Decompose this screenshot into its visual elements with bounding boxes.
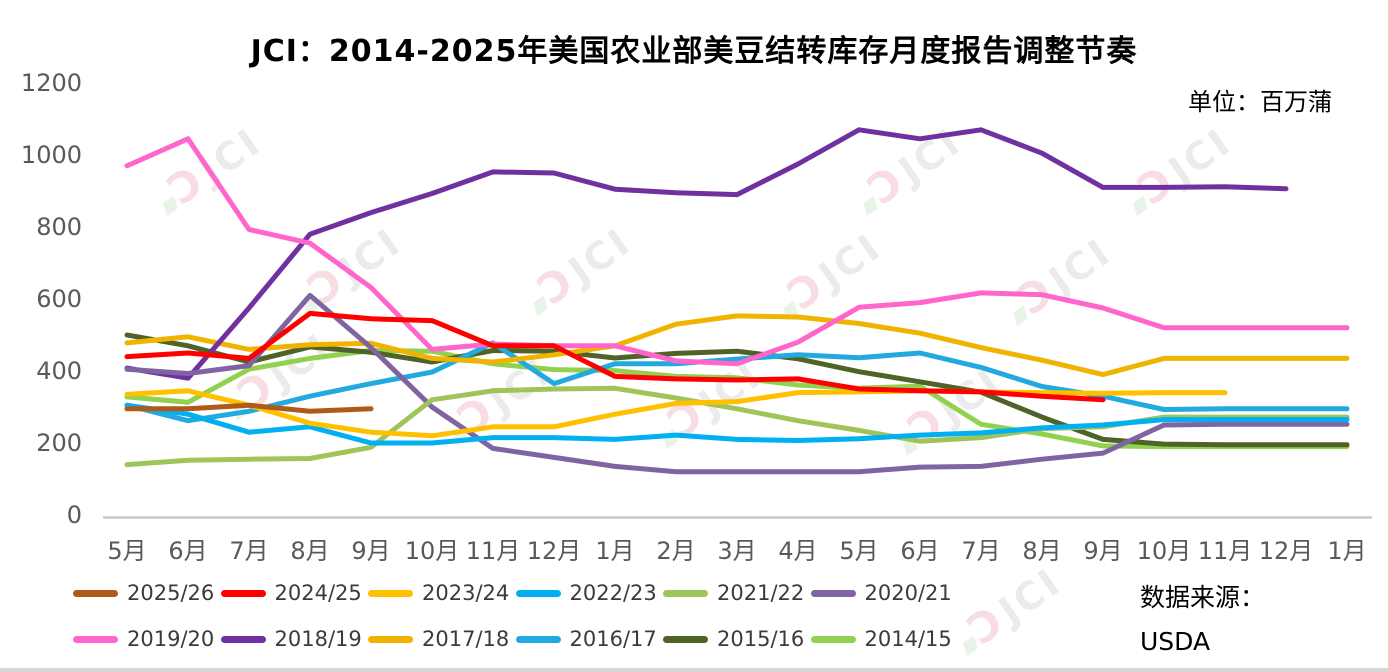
legend-label-2015-16: 2015/16 (717, 627, 805, 651)
unit-label: 单位：百万蒲 (1188, 88, 1332, 116)
series-line-2015-16 (124, 332, 1350, 448)
x-tick-label-20: 1月 (1327, 537, 1367, 565)
series-line-2023-24 (124, 388, 1228, 439)
legend-label-2016-17: 2016/17 (569, 627, 657, 651)
series-line-2025-26 (124, 402, 374, 414)
x-tick-label-3: 8月 (290, 537, 330, 565)
x-tick-label-11: 4月 (778, 537, 818, 565)
x-tick-label-14: 7月 (961, 537, 1001, 565)
legend-label-2017-18: 2017/18 (422, 627, 510, 651)
legend-swatch-2019-20 (73, 635, 118, 643)
legend-swatch-2014-15 (810, 635, 856, 643)
legend-item-2016-17: 2016/17 (515, 626, 657, 652)
chart-title: JCI：2014-2025年美国农业部美豆结转库存月度报告调整节奏 (250, 34, 1138, 69)
y-tick-label-400: 400 (36, 357, 82, 385)
y-tick-label-600: 600 (36, 285, 82, 313)
legend-label-2025-26: 2025/26 (127, 581, 215, 605)
legend-swatch-2015-16 (663, 635, 708, 643)
x-tick-label-10: 3月 (717, 537, 757, 565)
legend-label-2022-23: 2022/23 (569, 581, 657, 605)
legend-item-2023-24: 2023/24 (368, 580, 509, 606)
x-tick-label-16: 9月 (1083, 537, 1123, 565)
legend-swatch-2024-25 (220, 589, 266, 597)
x-tick-label-4: 9月 (351, 537, 391, 565)
legend-item-2020-21: 2020/21 (810, 580, 952, 606)
legend-label-2018-19: 2018/19 (274, 627, 362, 651)
x-tick-label-15: 8月 (1022, 537, 1062, 565)
x-tick-label-8: 1月 (595, 537, 635, 565)
y-tick-label-0: 0 (66, 501, 82, 529)
x-tick-label-9: 2月 (656, 537, 696, 565)
y-tick-label-1200: 1200 (20, 69, 82, 97)
legend-swatch-2025-26 (73, 589, 118, 597)
series-line-2018-19 (124, 127, 1289, 381)
x-tick-label-2: 7月 (229, 537, 269, 565)
series-line-2016-17 (124, 340, 1350, 424)
data-source-value: USDA (1140, 627, 1211, 656)
y-tick-label-1000: 1000 (20, 141, 82, 169)
legend-item-2014-15: 2014/15 (810, 626, 952, 652)
legend-label-2019-20: 2019/20 (127, 627, 215, 651)
x-tick-label-0: 5月 (107, 537, 147, 565)
x-tick-label-7: 12月 (526, 537, 582, 565)
x-tick-label-19: 12月 (1258, 537, 1314, 565)
legend-item-2018-19: 2018/19 (220, 626, 362, 652)
series-line-2024-25 (124, 310, 1106, 403)
legend-label-2014-15: 2014/15 (864, 627, 952, 651)
window-bottom-edge (0, 668, 1388, 672)
legend-label-2024-25: 2024/25 (274, 581, 362, 605)
legend-item-2017-18: 2017/18 (368, 626, 509, 652)
legend-label-2021-22: 2021/22 (717, 581, 805, 605)
legend-swatch-2016-17 (515, 635, 561, 643)
legend-label-2023-24: 2023/24 (422, 581, 510, 605)
x-tick-label-5: 10月 (404, 537, 460, 565)
legend-swatch-2020-21 (810, 589, 856, 597)
x-tick-label-12: 5月 (839, 537, 879, 565)
y-tick-label-200: 200 (36, 429, 82, 457)
data-source-label: 数据来源： (1140, 583, 1266, 612)
legend-label-2020-21: 2020/21 (864, 581, 952, 605)
series-line-2022-23 (124, 402, 1350, 446)
x-tick-label-6: 11月 (465, 537, 521, 565)
legend-swatch-2022-23 (515, 589, 561, 597)
data-source-note: 数据来源： USDA (1140, 576, 1265, 664)
series-line-2017-18 (124, 313, 1350, 378)
legend-item-2019-20: 2019/20 (73, 626, 214, 652)
legend-swatch-2023-24 (368, 589, 413, 597)
x-tick-label-18: 11月 (1197, 537, 1253, 565)
legend-swatch-2017-18 (368, 635, 413, 643)
legend-item-2024-25: 2024/25 (220, 580, 362, 606)
x-tick-label-13: 6月 (900, 537, 940, 565)
legend-item-2015-16: 2015/16 (663, 626, 804, 652)
series-line-2019-20 (124, 136, 1350, 367)
legend-item-2025-26: 2025/26 (73, 580, 214, 606)
legend-swatch-2018-19 (220, 635, 266, 643)
legend-item-2022-23: 2022/23 (515, 580, 657, 606)
legend-item-2021-22: 2021/22 (663, 580, 804, 606)
legend-swatch-2021-22 (663, 589, 708, 597)
x-tick-label-1: 6月 (168, 537, 208, 565)
y-tick-label-800: 800 (36, 213, 82, 241)
x-tick-label-17: 10月 (1136, 537, 1192, 565)
